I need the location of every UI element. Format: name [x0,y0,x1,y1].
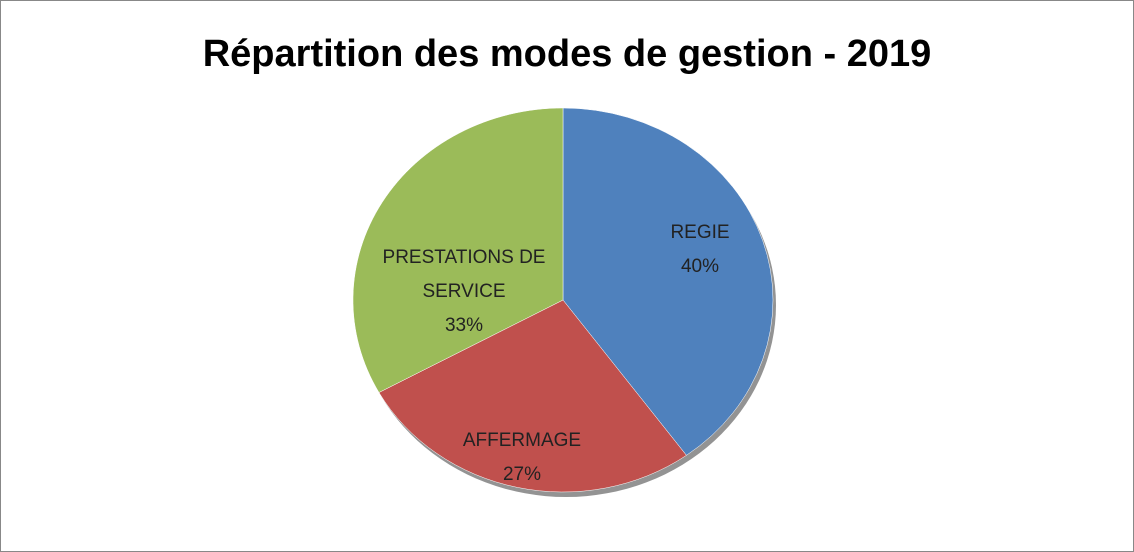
slice-value-label: 27% [502,464,542,485]
slice-name: REGIE [670,222,730,243]
pie-slice [378,299,687,493]
slice-label: AFFERMAGE 27% [432,424,612,492]
slice-label: PRESTATIONS DE SERVICE 33% [374,241,554,343]
slice-label: REGIE 40% [610,216,790,284]
slice-name: AFFERMAGE [462,430,582,451]
slice-name: PRESTATIONS DE SERVICE [382,247,546,302]
slice-value-label: 40% [680,256,720,277]
pie-slice [562,107,774,456]
chart-title: Répartition des modes de gestion - 2019 [203,33,932,75]
pie-slice [352,107,564,393]
slice-value-label: 33% [444,315,484,336]
